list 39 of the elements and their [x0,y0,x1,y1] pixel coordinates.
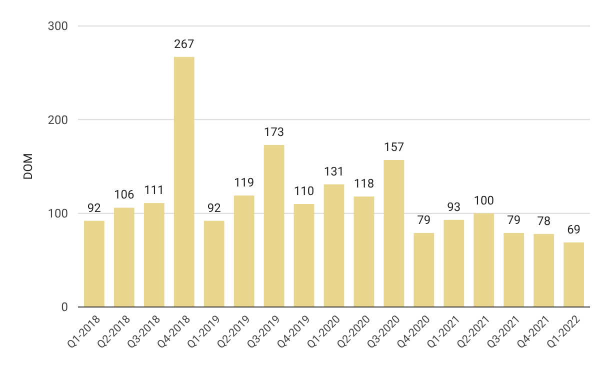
bar [384,160,404,307]
data-label: 92 [207,200,222,215]
data-label: 69 [567,222,581,236]
data-label: 106 [114,188,135,202]
y-tick-label: 100 [48,206,68,221]
data-label: 118 [354,176,374,190]
bar [294,204,314,307]
data-label: 119 [234,176,254,190]
bar [114,208,134,307]
bar [234,196,254,307]
bar [324,184,344,307]
data-label: 110 [294,184,314,198]
bar [354,196,374,307]
y-tick-label: 300 [48,19,68,34]
bar [204,220,224,307]
bar [174,56,194,307]
bar [144,203,164,307]
bar [534,234,554,307]
bar [414,233,434,307]
data-label: 173 [264,124,284,139]
bar [84,220,104,307]
data-label: 79 [417,213,431,228]
data-label: 78 [537,214,551,228]
y-tick-label: 0 [61,300,68,314]
data-label: 157 [384,140,404,154]
bar [474,213,494,307]
data-label: 100 [474,193,494,208]
bar [564,242,584,307]
data-label: 92 [87,200,102,215]
data-label: 267 [174,36,194,51]
data-label: 131 [324,164,344,178]
bar [504,233,524,307]
bar [444,220,464,307]
bar [264,144,284,307]
data-label: 111 [144,183,164,198]
data-label: 93 [447,200,461,214]
y-axis-title: DOM [21,153,35,180]
y-tick-label: 200 [48,112,68,127]
data-label: 79 [507,213,521,228]
